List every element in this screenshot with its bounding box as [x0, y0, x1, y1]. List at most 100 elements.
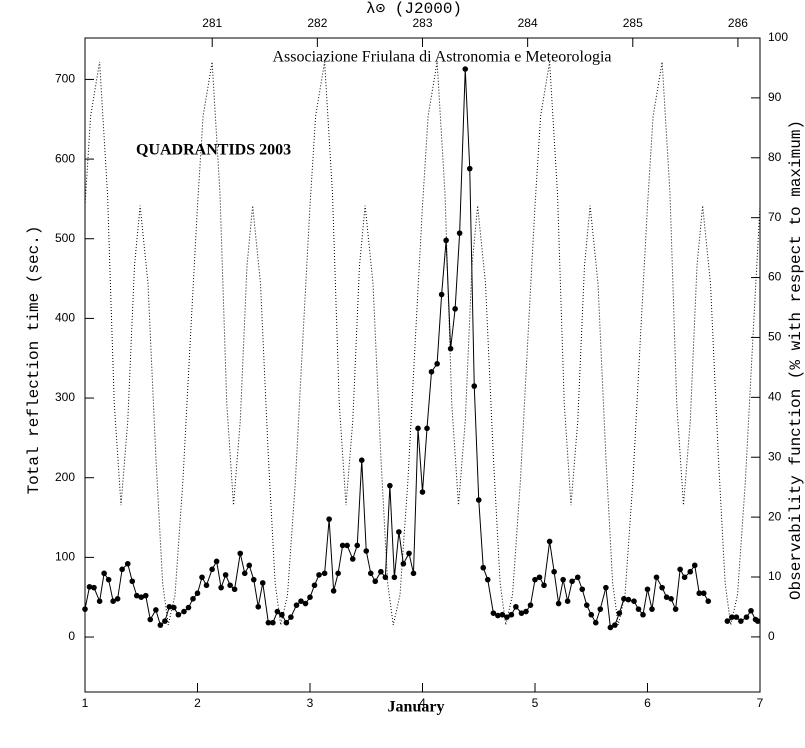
- data-point: [419, 489, 426, 495]
- data-point: [241, 570, 248, 577]
- data-point: [372, 578, 379, 585]
- data-point: [316, 572, 322, 578]
- plot-frame: [84, 37, 761, 693]
- y-tick-label: 0: [68, 629, 75, 643]
- data-point: [203, 582, 210, 589]
- data-point: [518, 610, 525, 616]
- data-point: [175, 611, 182, 618]
- data-point: [133, 592, 140, 599]
- y-tick-label: 100: [55, 550, 75, 564]
- data-point: [738, 618, 744, 624]
- data-point: [255, 603, 262, 610]
- data-point: [259, 580, 266, 586]
- data-point: [250, 576, 257, 583]
- data-point: [724, 618, 731, 624]
- data-point: [705, 598, 712, 604]
- data-point: [153, 607, 159, 613]
- data-point: [471, 383, 478, 389]
- data-point: [677, 566, 683, 573]
- data-point: [495, 612, 501, 619]
- data-point: [551, 568, 557, 575]
- data-point: [616, 610, 623, 616]
- data-point: [406, 550, 412, 557]
- data-point: [696, 590, 703, 597]
- y2-tick-label: 80: [768, 150, 782, 164]
- data-point: [592, 619, 599, 626]
- data-point: [579, 586, 586, 593]
- data-point: [335, 570, 341, 577]
- data-point: [513, 603, 519, 610]
- data-point: [569, 578, 575, 585]
- y2-tick-label: 100: [768, 30, 788, 44]
- y-tick-label: 700: [55, 72, 75, 86]
- data-point: [339, 542, 346, 549]
- y2-axis-label: Observability function (% with respect t…: [787, 120, 805, 600]
- x-tick-label: 4: [419, 696, 426, 710]
- y-tick-label: 600: [55, 151, 75, 165]
- top-tick-label: 285: [623, 16, 643, 30]
- data-point: [603, 584, 609, 591]
- data-point: [560, 576, 566, 583]
- data-point: [499, 611, 506, 618]
- data-point: [564, 598, 571, 604]
- data-point: [218, 584, 224, 591]
- data-point: [110, 598, 116, 604]
- x-tick-label: 6: [644, 696, 651, 710]
- data-point: [396, 529, 402, 535]
- data-point: [298, 598, 304, 604]
- y2-tick-label: 70: [768, 210, 782, 224]
- data-point: [246, 562, 253, 569]
- data-point: [410, 570, 417, 577]
- data-point: [754, 618, 761, 624]
- data-point: [166, 603, 173, 610]
- data-point: [213, 558, 220, 565]
- chart-title: Associazione Friulana di Astronomia e Me…: [272, 49, 611, 66]
- y2-tick-label: 90: [768, 90, 782, 104]
- data-point: [382, 574, 389, 581]
- data-point: [653, 574, 660, 581]
- data-point: [415, 425, 421, 432]
- data-point: [162, 618, 168, 624]
- data-point: [631, 598, 637, 604]
- data-point: [367, 570, 374, 577]
- data-point: [344, 542, 350, 549]
- data-point: [456, 230, 463, 236]
- data-point: [625, 596, 632, 603]
- top-tick-label: 281: [202, 16, 222, 30]
- x-axis-label: January: [388, 699, 445, 716]
- data-point: [354, 542, 361, 549]
- y2-tick-label: 0: [768, 629, 775, 643]
- data-point: [119, 566, 125, 573]
- top-tick-label: 282: [307, 16, 327, 30]
- data-point: [640, 611, 646, 618]
- data-point: [434, 361, 440, 367]
- data-point: [523, 608, 529, 615]
- y-tick-label: 400: [55, 311, 75, 325]
- data-point: [194, 590, 201, 597]
- data-point: [101, 570, 107, 577]
- data-point: [349, 556, 356, 562]
- data-point: [209, 566, 215, 573]
- data-point: [279, 611, 285, 618]
- data-point: [659, 584, 665, 591]
- data-point: [358, 457, 365, 463]
- data-point: [644, 586, 651, 593]
- data-point: [681, 574, 688, 581]
- data-point: [649, 606, 655, 612]
- data-point: [307, 594, 313, 601]
- data-point: [378, 568, 384, 575]
- data-point: [114, 595, 121, 602]
- data-point: [475, 497, 482, 503]
- data-point: [157, 622, 164, 628]
- data-point: [597, 606, 604, 612]
- data-point: [668, 595, 674, 602]
- x-tick-label: 1: [82, 696, 89, 710]
- data-point: [311, 582, 318, 589]
- y-tick-label: 300: [55, 390, 75, 404]
- y2-tick-label: 10: [768, 569, 782, 583]
- data-point: [138, 594, 145, 601]
- data-point: [691, 562, 698, 569]
- data-point: [546, 538, 553, 545]
- data-point: [326, 516, 332, 522]
- data-point: [748, 607, 754, 614]
